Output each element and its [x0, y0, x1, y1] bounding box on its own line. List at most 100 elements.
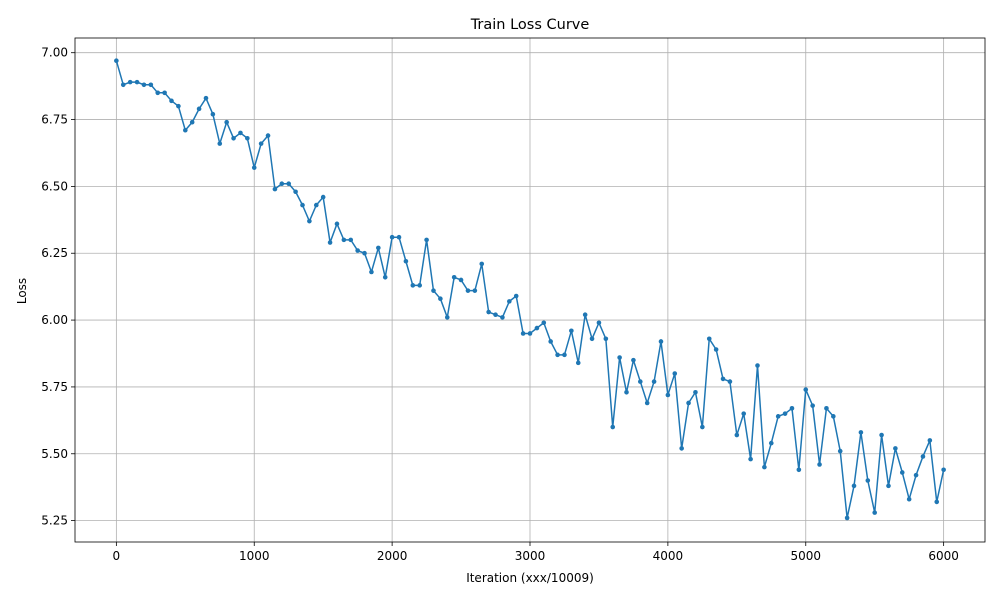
data-point: [548, 339, 553, 344]
data-point: [679, 446, 684, 451]
data-point: [534, 325, 540, 331]
data-point: [231, 135, 236, 141]
data-point: [279, 181, 285, 187]
data-point: [899, 470, 905, 475]
data-point: [217, 141, 223, 146]
data-point: [162, 90, 167, 96]
data-point: [348, 237, 354, 243]
data-point: [210, 111, 216, 117]
data-point: [582, 312, 588, 318]
y-tick-label: 7.00: [41, 46, 68, 60]
data-point: [886, 483, 891, 489]
grid: [75, 38, 985, 542]
data-point: [748, 456, 753, 462]
data-point: [258, 141, 264, 146]
data-point: [286, 181, 292, 187]
data-point: [789, 406, 795, 411]
y-tick-label: 5.75: [41, 380, 68, 394]
data-point: [672, 371, 678, 376]
data-point: [313, 202, 319, 208]
data-point: [589, 336, 595, 342]
data-point: [417, 283, 422, 288]
data-point: [906, 496, 912, 502]
data-point: [865, 478, 871, 483]
data-point: [624, 389, 629, 395]
data-point: [334, 221, 340, 227]
data-point: [327, 240, 333, 245]
data-point: [693, 389, 698, 395]
data-point: [755, 363, 760, 368]
data-point: [651, 379, 657, 384]
y-tick-label: 5.50: [41, 447, 68, 461]
data-point: [203, 95, 209, 101]
data-point: [120, 82, 126, 88]
data-point: [644, 400, 650, 406]
data-point: [713, 347, 719, 352]
x-tick-label: 6000: [928, 549, 959, 563]
data-point: [183, 127, 188, 133]
data-point: [658, 339, 664, 344]
data-point: [444, 315, 450, 320]
data-point: [355, 248, 360, 253]
data-point: [155, 90, 161, 96]
data-point: [879, 432, 884, 438]
data-point: [520, 331, 526, 336]
data-point: [493, 312, 498, 318]
data-point: [638, 379, 643, 384]
x-tick-label: 2000: [377, 549, 408, 563]
data-point: [176, 103, 181, 109]
x-axis-title: Iteration (xxx/10009): [466, 571, 594, 585]
data-point: [734, 432, 740, 438]
data-point: [817, 462, 822, 467]
data-point: [768, 440, 774, 446]
data-point: [527, 331, 533, 336]
data-point: [465, 288, 471, 293]
data-point: [189, 119, 195, 125]
data-point: [451, 274, 457, 280]
data-point: [782, 411, 788, 416]
data-point: [300, 202, 305, 208]
data-point: [438, 296, 443, 301]
data-point: [396, 234, 402, 240]
data-point: [513, 293, 519, 299]
data-point: [403, 258, 409, 264]
data-point: [927, 438, 933, 443]
data-point: [803, 387, 809, 392]
data-point: [555, 352, 560, 358]
data-point: [272, 186, 278, 192]
data-point: [169, 98, 174, 104]
data-point: [486, 309, 491, 315]
y-axis-title: Loss: [15, 278, 29, 304]
data-point: [500, 315, 505, 320]
data-point: [196, 106, 202, 112]
data-point: [872, 510, 877, 515]
y-tick-label: 5.25: [41, 514, 68, 528]
data-point: [603, 336, 609, 342]
x-tick-label: 1000: [239, 549, 270, 563]
data-point: [837, 448, 843, 454]
data-point: [134, 79, 140, 85]
data-point: [824, 406, 829, 411]
data-point: [700, 424, 705, 430]
data-point: [376, 245, 381, 251]
data-point: [431, 288, 436, 293]
data-point: [893, 446, 898, 451]
x-tick-label: 5000: [790, 549, 821, 563]
data-point: [362, 250, 367, 256]
data-point: [775, 414, 781, 419]
data-point: [851, 483, 857, 489]
data-point: [127, 79, 133, 85]
data-point: [727, 379, 733, 384]
data-point: [251, 165, 257, 170]
data-point: [706, 336, 712, 342]
data-point: [858, 430, 864, 435]
data-point: [631, 357, 636, 363]
data-point: [665, 392, 671, 398]
data-point: [479, 261, 485, 267]
data-point: [934, 499, 940, 505]
data-point: [458, 277, 464, 283]
data-point: [617, 355, 622, 360]
data-point: [941, 467, 946, 473]
